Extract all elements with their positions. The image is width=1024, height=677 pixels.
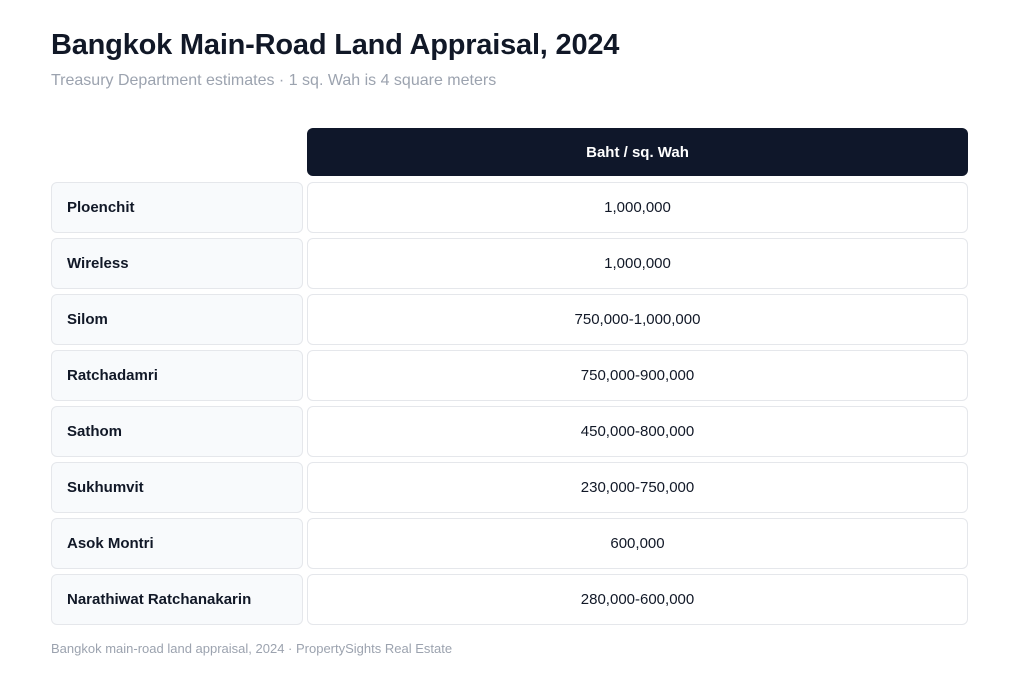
table-row: Ratchadamri 750,000-900,000	[51, 350, 968, 401]
row-label: Narathiwat Ratchanakarin	[51, 574, 303, 625]
row-label: Ratchadamri	[51, 350, 303, 401]
page-title: Bangkok Main-Road Land Appraisal, 2024	[51, 29, 620, 61]
row-label: Wireless	[51, 238, 303, 289]
source-footer: Bangkok main-road land appraisal, 2024 ·…	[51, 641, 453, 656]
table-row: Wireless 1,000,000	[51, 238, 968, 289]
row-value: 230,000-750,000	[307, 462, 968, 513]
row-label: Silom	[51, 294, 303, 345]
header-spacer	[51, 128, 303, 176]
row-value: 280,000-600,000	[307, 574, 968, 625]
row-value: 1,000,000	[307, 182, 968, 233]
table-row: Sukhumvit 230,000-750,000	[51, 462, 968, 513]
row-value: 600,000	[307, 518, 968, 569]
appraisal-table: Baht / sq. Wah Ploenchit 1,000,000 Wireles…	[51, 128, 968, 630]
row-value: 450,000-800,000	[307, 406, 968, 457]
row-label: Asok Montri	[51, 518, 303, 569]
table-row: Narathiwat Ratchanakarin 280,000-600,000	[51, 574, 968, 625]
row-label: Sukhumvit	[51, 462, 303, 513]
table-row: Silom 750,000-1,000,000	[51, 294, 968, 345]
row-value: 750,000-900,000	[307, 350, 968, 401]
table-body: Ploenchit 1,000,000 Wireless 1,000,000 Silom…	[51, 182, 968, 625]
row-value: 750,000-1,000,000	[307, 294, 968, 345]
table-row: Sathom 450,000-800,000	[51, 406, 968, 457]
page-subtitle: Treasury Department estimates · 1 sq. Wa…	[51, 72, 497, 89]
table-row: Asok Montri 600,000	[51, 518, 968, 569]
table-row: Ploenchit 1,000,000	[51, 182, 968, 233]
row-value: 1,000,000	[307, 238, 968, 289]
row-label: Ploenchit	[51, 182, 303, 233]
column-header: Baht / sq. Wah	[307, 128, 968, 176]
row-label: Sathom	[51, 406, 303, 457]
table-header-row: Baht / sq. Wah	[51, 128, 968, 176]
